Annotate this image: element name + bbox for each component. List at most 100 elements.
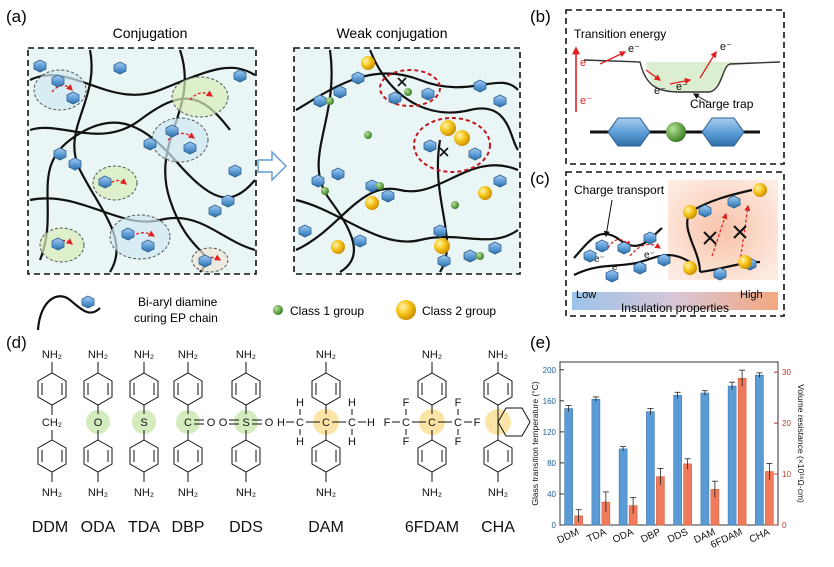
name-dds: DDS bbox=[229, 519, 263, 536]
x-tick-label-dbp: DBP bbox=[639, 527, 663, 546]
panel-e-label: (e) bbox=[530, 333, 551, 352]
dam-h-right: H bbox=[367, 417, 375, 429]
bar-tg-tda bbox=[591, 398, 601, 526]
6fdam-nh2-bottom: NH₂ bbox=[422, 487, 442, 499]
oda-o: O bbox=[94, 417, 103, 429]
b-ring-right-icon bbox=[701, 117, 745, 147]
weak-conjugation-network-box bbox=[293, 47, 521, 275]
dam-nh2-top: NH₂ bbox=[316, 349, 336, 361]
charge-trap-label: Charge trap bbox=[690, 97, 754, 111]
ddm-nh2-bottom: NH₂ bbox=[42, 487, 62, 499]
dbp-o: O bbox=[207, 417, 216, 429]
conjugation-network-box bbox=[27, 47, 257, 275]
c-electron-3: e⁻ bbox=[644, 250, 655, 261]
dds-o-right: O bbox=[265, 417, 274, 429]
dam-h-left-top: H bbox=[296, 397, 304, 409]
right-class2-groups bbox=[331, 56, 492, 254]
bar-tg-cha bbox=[755, 374, 764, 526]
panel-e: (e) 0 40 80 120 160 200 0 10 20 30 Glass transitio… bbox=[530, 333, 806, 551]
bar-chart: 0 40 80 120 160 200 0 10 20 30 Glass transition te… bbox=[530, 361, 806, 551]
y-tick-label: 0 bbox=[552, 521, 557, 530]
oda-nh2-bottom: NH₂ bbox=[88, 487, 108, 499]
y2-tick-label: 0 bbox=[782, 521, 787, 530]
tda-nh2-bottom: NH₂ bbox=[134, 487, 154, 499]
dam-h-left-bottom: H bbox=[296, 436, 304, 448]
panel-b-label: (b) bbox=[530, 7, 551, 26]
c-electron-1: e⁻ bbox=[594, 254, 605, 265]
legend-ring-icon bbox=[81, 295, 95, 309]
panel-a: (a) Conjugation Weak conjugation bbox=[6, 7, 521, 331]
y-axis-label: Glass transition temperature (°C) bbox=[530, 381, 540, 505]
panel-c-label: (c) bbox=[530, 169, 550, 188]
bar-tg-dam bbox=[700, 392, 710, 526]
bar-tg-6fdam bbox=[727, 385, 737, 526]
panel-b: (b) Transition energy e⁻ e⁻ e⁻ e⁻ e⁻ e⁻ … bbox=[530, 7, 785, 165]
b-electron-4: e⁻ bbox=[720, 41, 732, 53]
dbp-nh2-bottom: NH₂ bbox=[178, 487, 198, 499]
y-tick-label: 160 bbox=[543, 397, 557, 406]
y2-tick-label: 20 bbox=[782, 419, 791, 428]
y-tick-label: 40 bbox=[547, 490, 556, 499]
cha-nh2-bottom: NH₂ bbox=[488, 487, 508, 499]
c-low-label: Low bbox=[576, 289, 596, 301]
y-tick-label: 120 bbox=[543, 428, 557, 437]
bar-tg-dbp bbox=[646, 411, 655, 526]
insulation-properties-label: Insulation properties bbox=[621, 301, 729, 315]
legend-chain-line2: curing EP chain bbox=[134, 311, 218, 325]
c-high-label: High bbox=[740, 289, 763, 301]
b-electron-upper: e⁻ bbox=[580, 57, 592, 69]
transition-arrow-icon bbox=[257, 150, 287, 182]
x-tick-label-6fdam: 6FDAM bbox=[709, 527, 744, 551]
x-tick-label-ddm: DDM bbox=[556, 527, 581, 547]
structure-dds: NH₂ O S O NH₂ bbox=[219, 349, 274, 499]
energy-profile-line bbox=[583, 59, 781, 93]
c-electron-2: e⁻ bbox=[612, 262, 623, 273]
bar-tg-oda bbox=[618, 448, 628, 526]
legend-chain-line1: Bi-aryl diamine bbox=[138, 295, 218, 309]
name-6fdam: 6FDAM bbox=[405, 519, 459, 536]
structure-oda: NH₂ O NH₂ bbox=[83, 349, 113, 499]
y2-tick-label: 30 bbox=[782, 368, 791, 377]
x-tick-label-tda: TDA bbox=[585, 527, 608, 546]
name-ddm: DDM bbox=[32, 519, 68, 536]
name-tda: TDA bbox=[128, 519, 160, 536]
transition-energy-title: Transition energy bbox=[574, 27, 666, 41]
x-tick-label-oda: ODA bbox=[611, 527, 636, 546]
dam-h-left: H bbox=[277, 417, 285, 429]
b-electron-lower: e⁻ bbox=[580, 95, 592, 107]
insulation-gradient-bar bbox=[572, 292, 778, 310]
x-tick-label-cha: CHA bbox=[748, 527, 772, 546]
bar-vr-dds bbox=[683, 463, 692, 526]
tda-s: S bbox=[140, 417, 147, 429]
name-cha: CHA bbox=[481, 519, 515, 536]
dam-h-right-top: H bbox=[348, 397, 356, 409]
6fdam-f-6: F bbox=[455, 436, 462, 448]
legend-class2: Class 2 group bbox=[422, 304, 496, 318]
charge-transport-title: Charge transport bbox=[574, 183, 665, 197]
dam-c-center: C bbox=[322, 417, 330, 429]
dbp-nh2-top: NH₂ bbox=[178, 349, 198, 361]
cha-nh2-top: NH₂ bbox=[488, 349, 508, 361]
6fdam-f-3: F bbox=[403, 397, 410, 409]
structure-6fdam: NH₂ C C C F F F F F F bbox=[384, 349, 481, 499]
y2-axis-label: Volume resistance (×10¹⁶Ω·cm) bbox=[796, 384, 806, 503]
dds-nh2-bottom: NH₂ bbox=[236, 487, 256, 499]
weak-conjugation-title: Weak conjugation bbox=[336, 25, 447, 41]
6fdam-f-2: F bbox=[474, 417, 481, 429]
plot-frame bbox=[559, 361, 779, 526]
6fdam-c-right: C bbox=[454, 417, 462, 429]
structure-tda: NH₂ S NH₂ bbox=[129, 349, 159, 499]
panel-d-label: (d) bbox=[6, 333, 27, 352]
6fdam-f-1: F bbox=[384, 417, 391, 429]
structure-dbp: NH₂ C O NH₂ bbox=[173, 349, 216, 499]
6fdam-f-5: F bbox=[455, 397, 462, 409]
structure-cha: NH₂ NH₂ bbox=[483, 349, 531, 499]
dds-s: S bbox=[242, 417, 249, 429]
bar-tg-ddm bbox=[564, 408, 573, 526]
conjugation-title: Conjugation bbox=[113, 25, 188, 41]
6fdam-f-4: F bbox=[403, 436, 410, 448]
6fdam-c-center: C bbox=[428, 417, 436, 429]
name-oda: ODA bbox=[81, 519, 116, 536]
dam-c-right: C bbox=[348, 417, 356, 429]
